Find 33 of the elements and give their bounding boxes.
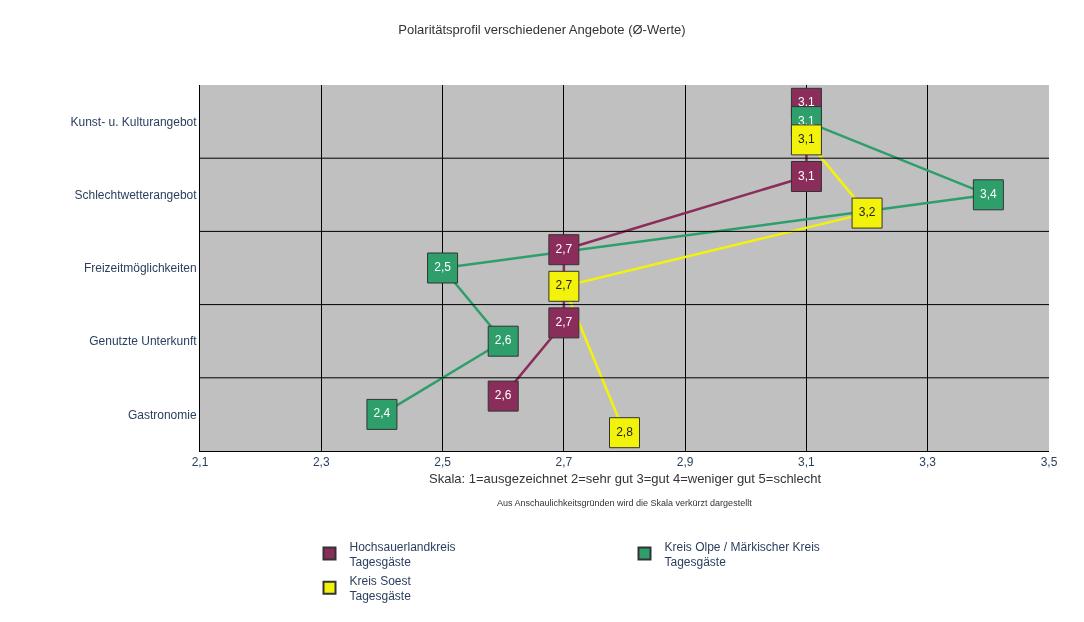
data-label: 2,7 xyxy=(555,278,573,293)
data-label: 3,2 xyxy=(858,205,876,220)
data-label: 2,4 xyxy=(373,406,391,421)
data-label: 3,1 xyxy=(798,131,816,146)
text: Aus Anschaulichkeitsgründen wird die Skala verkürzt dargestellt xyxy=(497,498,753,508)
x-tick-label: 3,1 xyxy=(798,455,816,470)
x-tick-label: 3,3 xyxy=(919,455,937,470)
y-tick-label: Freizeitmöglichkeiten xyxy=(83,261,197,276)
x-tick-label: 2,9 xyxy=(676,455,694,470)
legend-label: Kreis Olpe / Märkischer Kreis Tagesgäste xyxy=(664,539,820,570)
y-tick-label: Gastronomie xyxy=(127,407,197,422)
data-label: 3,4 xyxy=(980,186,998,201)
chart-title: Polaritätsprofil verschiedener Angebote (Ø-Werte) xyxy=(398,21,686,37)
data-label: 2,6 xyxy=(494,333,512,348)
x-tick-label: 2,5 xyxy=(434,455,452,470)
x-tick-label: 2,3 xyxy=(312,455,330,470)
data-label: 2,6 xyxy=(494,388,512,403)
x-tick-label: 2,7 xyxy=(555,455,573,470)
legend-label: Kreis Soest Tagesgäste xyxy=(349,573,412,604)
legend-label: Hochsauerlandkreis Tagesgäste xyxy=(349,539,456,570)
y-tick-label: Schlechtwetterangebot xyxy=(74,188,198,202)
text: Skala: 1=ausgezeichnet 2=sehr gut 3=gut 4=weniger gut 5=schlecht xyxy=(429,471,822,486)
x-tick-label: 3,5 xyxy=(1040,455,1058,470)
data-label: 2,8 xyxy=(616,424,634,439)
data-label: 3,1 xyxy=(798,113,816,128)
x-tick-label: 2,1 xyxy=(191,455,209,470)
data-label: 3,1 xyxy=(798,95,816,110)
y-tick-label: Genutzte Unterkunft xyxy=(89,334,198,349)
data-label: 2,5 xyxy=(434,260,452,274)
data-label: 2,7 xyxy=(555,241,573,256)
y-tick-label: Kunst- u. Kulturangebot xyxy=(70,114,198,129)
data-label: 2,7 xyxy=(555,314,573,329)
data-label: 3,1 xyxy=(798,168,816,183)
